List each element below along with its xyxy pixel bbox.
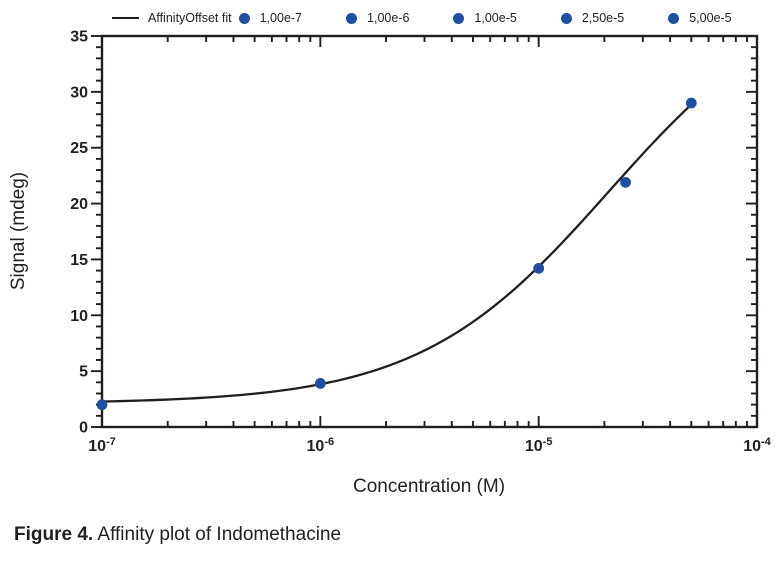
y-tick-label: 25 [70, 140, 88, 157]
figure-caption-text: Affinity plot of Indomethacine [93, 524, 342, 545]
legend-dot-marker-icon [560, 12, 572, 24]
legend-item-label: 1,00e-6 [367, 10, 410, 25]
legend-item-label: 1,00e-7 [259, 10, 303, 25]
legend-dot-marker-icon [346, 12, 358, 24]
legend-line-marker-icon [112, 17, 139, 19]
plot-frame [100, 34, 759, 429]
legend-item: 1,00e-6 [346, 12, 409, 25]
legend-dot-marker-icon [238, 12, 250, 24]
x-axis-title: Concentration (M) [353, 476, 505, 497]
y-tick-label: 15 [70, 252, 88, 269]
figure-caption: Figure 4. Affinity plot of Indomethacine [14, 524, 341, 546]
legend-item: 1,00e-7 [238, 10, 303, 25]
y-tick-label: 10 [70, 308, 88, 325]
y-axis-title: Signal (mdeg) [8, 172, 29, 290]
legend-item: AffinityOffset fit [112, 12, 232, 25]
data-point [685, 97, 697, 109]
chart-legend: AffinityOffset fit 1,00e-7 1,00e-6 1,00e-5 2… [112, 7, 732, 29]
legend-item-label: 2,50e-5 [581, 10, 625, 25]
y-tick-label: 5 [79, 364, 88, 381]
data-point [314, 378, 326, 389]
legend-dot-marker-icon [453, 12, 465, 24]
x-tick-label: 10-7 [88, 436, 116, 455]
legend-item-label: AffinityOffset fit [148, 10, 232, 25]
fit-curve [100, 103, 693, 403]
x-tick-label: 10-6 [307, 436, 335, 455]
x-tick-label: 10-4 [743, 436, 771, 455]
data-point [96, 399, 108, 411]
legend-dot-marker-icon [668, 12, 680, 24]
data-point [533, 262, 545, 274]
data-point [620, 176, 631, 188]
legend-item-label: 5,00e-5 [689, 10, 732, 25]
affinity-chart: 0 5 10 15 20 25 30 35 10-7 10-6 10-5 10-4 Signal (m… [8, 29, 772, 498]
y-tick-label: 30 [70, 84, 88, 101]
legend-item: 5,00e-5 [668, 10, 732, 25]
legend-item-label: 1,00e-5 [474, 10, 517, 25]
figure-caption-label: Figure 4. [14, 524, 94, 545]
x-tick-label: 10-5 [525, 436, 553, 455]
y-tick-label: 35 [70, 29, 88, 46]
y-tick-label: 20 [70, 196, 88, 213]
legend-item: 1,00e-5 [453, 10, 517, 25]
y-tick-label: 0 [79, 420, 88, 437]
legend-item: 2,50e-5 [560, 10, 625, 25]
